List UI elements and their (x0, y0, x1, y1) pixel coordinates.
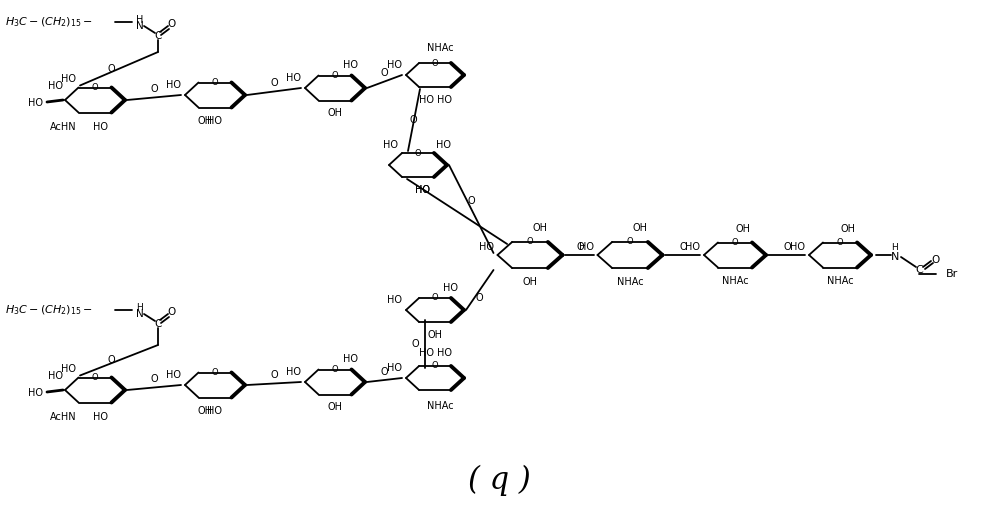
Text: HO: HO (479, 242, 494, 252)
Text: N: N (891, 252, 899, 262)
Text: O: O (932, 255, 940, 265)
Text: O: O (107, 64, 115, 74)
Text: O: O (168, 19, 176, 29)
Text: O: O (526, 238, 533, 247)
Text: OH: OH (328, 109, 343, 119)
Text: O: O (476, 293, 484, 303)
Text: N: N (136, 21, 144, 31)
Text: OH: OH (532, 223, 547, 233)
Text: H: H (136, 304, 143, 312)
Text: O: O (92, 83, 98, 92)
Text: HO: HO (443, 283, 458, 293)
Text: AcHN: AcHN (50, 411, 77, 422)
Text: NHAc: NHAc (427, 401, 454, 411)
Text: HO: HO (93, 411, 108, 422)
Text: HO: HO (343, 354, 358, 365)
Text: O: O (332, 365, 339, 374)
Text: O: O (332, 71, 339, 80)
Text: O: O (468, 196, 476, 206)
Text: O: O (270, 78, 278, 89)
Text: O: O (626, 238, 633, 247)
Text: HO: HO (93, 122, 108, 131)
Text: AcHN: AcHN (50, 122, 77, 131)
Text: HO: HO (387, 295, 402, 305)
Text: OH: OH (522, 277, 537, 287)
Text: OH: OH (198, 115, 213, 126)
Text: O: O (107, 355, 115, 365)
Text: ( q ): ( q ) (468, 464, 530, 496)
Text: HO: HO (62, 74, 77, 85)
Text: HO: HO (685, 242, 700, 252)
Text: HO: HO (420, 95, 435, 105)
Text: HO: HO (387, 363, 402, 373)
Text: HO: HO (48, 371, 63, 381)
Text: HO: HO (286, 73, 301, 83)
Text: O: O (168, 307, 176, 317)
Text: O: O (783, 242, 791, 252)
Text: $H_3C-(CH_2)_{15}-$: $H_3C-(CH_2)_{15}-$ (5, 15, 93, 29)
Text: OH: OH (735, 225, 750, 234)
Text: HO: HO (62, 365, 77, 374)
Text: OH: OH (840, 225, 855, 234)
Text: HO: HO (790, 242, 805, 252)
Text: NHAc: NHAc (721, 277, 748, 286)
Text: O: O (381, 367, 389, 377)
Text: HO: HO (438, 348, 453, 358)
Text: HO: HO (28, 98, 43, 108)
Text: C: C (154, 319, 162, 329)
Text: HO: HO (166, 370, 181, 380)
Text: C: C (915, 265, 923, 275)
Text: O: O (270, 370, 278, 381)
Text: HO: HO (166, 80, 181, 90)
Text: O: O (432, 293, 439, 303)
Text: HO: HO (416, 185, 431, 195)
Text: O: O (150, 85, 158, 94)
Text: OH: OH (428, 330, 443, 340)
Text: OH: OH (632, 223, 647, 233)
Text: O: O (679, 242, 687, 252)
Text: O: O (432, 58, 439, 68)
Text: H: H (136, 15, 144, 25)
Text: HO: HO (438, 95, 453, 105)
Text: O: O (410, 115, 417, 125)
Text: H: H (892, 243, 898, 251)
Text: O: O (381, 69, 389, 78)
Text: $H_3C-(CH_2)_{15}-$: $H_3C-(CH_2)_{15}-$ (5, 303, 93, 317)
Text: O: O (432, 362, 439, 370)
Text: O: O (150, 374, 158, 385)
Text: OH: OH (328, 403, 343, 412)
Text: C: C (154, 31, 162, 41)
Text: Br: Br (946, 269, 958, 279)
Text: HO: HO (208, 405, 223, 416)
Text: HO: HO (48, 81, 63, 91)
Text: O: O (576, 242, 583, 252)
Text: HO: HO (383, 140, 398, 150)
Text: NHAc: NHAc (827, 277, 853, 286)
Text: HO: HO (286, 367, 301, 377)
Text: O: O (415, 148, 422, 157)
Text: HO: HO (416, 185, 431, 195)
Text: O: O (412, 339, 419, 349)
Text: HO: HO (387, 60, 402, 70)
Text: O: O (212, 78, 219, 87)
Text: O: O (212, 368, 219, 377)
Text: NHAc: NHAc (427, 43, 454, 53)
Text: O: O (92, 373, 98, 382)
Text: HO: HO (578, 242, 593, 252)
Text: HO: HO (208, 115, 223, 126)
Text: HO: HO (420, 348, 435, 358)
Text: O: O (731, 238, 738, 247)
Text: NHAc: NHAc (616, 277, 643, 287)
Text: HO: HO (343, 61, 358, 70)
Text: N: N (136, 309, 144, 319)
Text: HO: HO (28, 388, 43, 398)
Text: OH: OH (198, 405, 213, 416)
Text: HO: HO (436, 140, 451, 150)
Text: O: O (837, 238, 843, 247)
